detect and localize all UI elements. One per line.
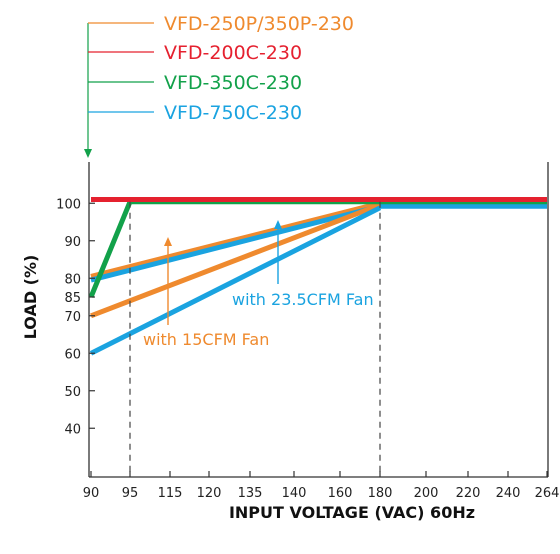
x-tick-label-90: 90 (83, 486, 100, 501)
y-tick-label-60: 60 (64, 347, 81, 362)
annotation-label-with-23-5cfm-fan: with 23.5CFM Fan (232, 290, 374, 309)
y-tick-label-90: 90 (64, 235, 81, 250)
x-tick-label-200: 200 (414, 486, 439, 501)
x-tick-label-264: 264 (535, 486, 560, 501)
axes: 100 90 80 85 70 60 50 40 90 95 115 120 135 140 160 180 2… (56, 162, 559, 501)
x-tick-label-140: 140 (282, 486, 307, 501)
x-tick-label-180: 180 (368, 486, 393, 501)
legend-label-vfd-750c-230: VFD-750C-230 (164, 102, 302, 124)
x-tick-label-240: 240 (496, 486, 521, 501)
x-tick-label-135: 135 (238, 486, 263, 501)
x-tick-label-220: 220 (456, 486, 481, 501)
annotation-arrowhead-with-15cfm-fan (164, 237, 172, 246)
legend-label-vfd-250p-350p-230: VFD-250P/350P-230 (164, 13, 354, 35)
y-tick-label-40: 40 (64, 422, 81, 437)
series-line-vfd-350c-230 (88, 199, 547, 298)
y-axis-title: LOAD (%) (21, 255, 40, 340)
series-line-fan-4 (90, 202, 381, 319)
legend-connector-arrow (84, 149, 92, 158)
legend: VFD-250P/350P-230 VFD-200C-230 VFD-350C-23… (84, 13, 354, 158)
annotation-label-with-15cfm-fan: with 15CFM Fan (143, 330, 269, 349)
y-tick-label-100: 100 (56, 197, 81, 212)
x-tick-label-95: 95 (122, 486, 139, 501)
y-tick-label-80: 80 (64, 272, 81, 287)
legend-label-vfd-350c-230: VFD-350C-230 (164, 72, 302, 94)
y-tick-label-70: 70 (64, 310, 81, 325)
x-tick-label-160: 160 (328, 486, 353, 501)
x-axis-title: INPUT VOLTAGE (VAC) 60Hz (229, 503, 475, 522)
y-tick-label-50: 50 (64, 385, 81, 400)
annotation-arrowhead-with-23-5cfm-fan (274, 220, 282, 229)
annotations: with 15CFM Fan with 23.5CFM Fan (143, 220, 374, 349)
x-tick-label-120: 120 (197, 486, 222, 501)
x-tick-label-115: 115 (158, 486, 183, 501)
series-line-fan-5 (89, 205, 382, 356)
y-tick-label-85: 85 (64, 291, 81, 306)
legend-label-vfd-200c-230: VFD-200C-230 (164, 42, 302, 64)
